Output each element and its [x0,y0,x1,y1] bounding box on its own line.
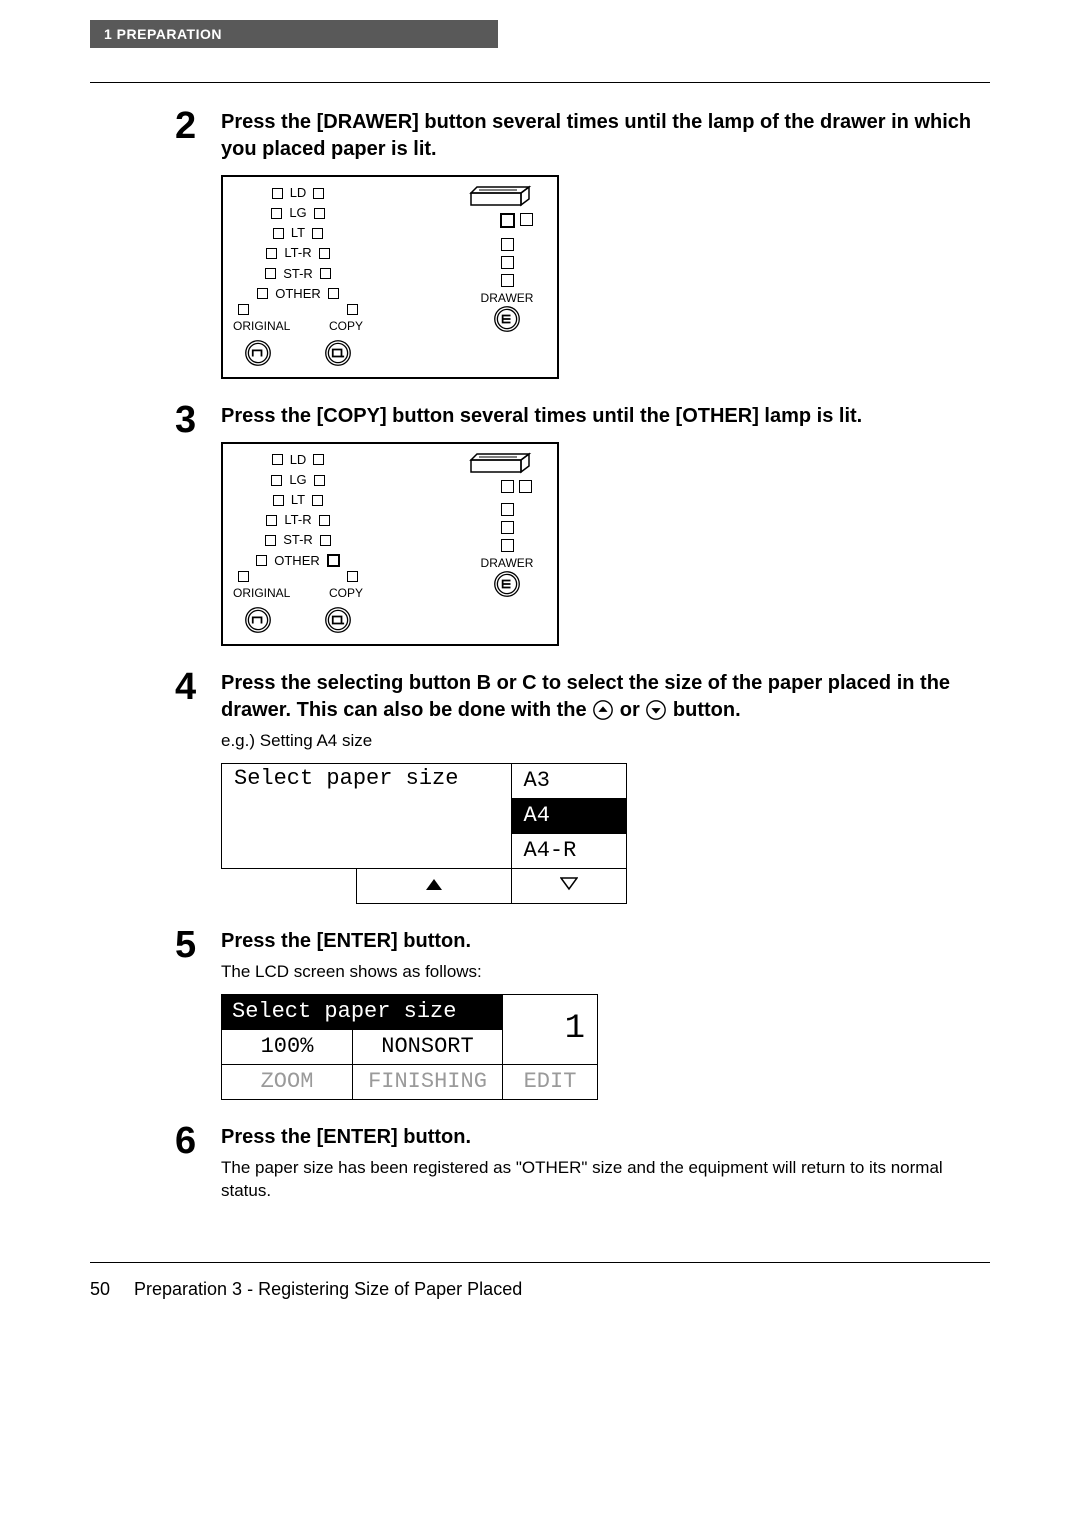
step-title: Press the [COPY] button several times un… [221,403,990,430]
step-4: 4 Press the selecting button B or C to s… [90,668,990,904]
step-number: 6 [175,1122,221,1160]
top-rule [90,82,990,83]
size-label: LT-R [284,243,311,263]
lcd-up-arrow-icon [356,868,511,903]
step-number: 3 [175,401,221,439]
original-button-icon [244,606,272,634]
step-title: Press the selecting button B or C to sel… [221,670,990,724]
copy-button-icon [324,339,352,367]
step-title: Press the [ENTER] button. [221,1124,990,1151]
drawer-button-icon [493,570,521,598]
size-label: LG [289,203,306,223]
footer-text: Preparation 3 - Registering Size of Pape… [134,1279,522,1300]
size-label: ST-R [283,530,313,550]
lcd-zoom-value: 100% [222,1029,353,1064]
step-3: 3 Press the [COPY] button several times … [90,401,990,646]
original-label: ORIGINAL [233,586,290,600]
lcd-down-arrow-icon [511,868,626,903]
step-subtext: e.g.) Setting A4 size [221,730,990,753]
lcd-title: Select paper size [222,763,512,868]
drawer-label: DRAWER [481,556,534,570]
size-label: LT-R [284,510,311,530]
step-subtext: The paper size has been registered as "O… [221,1157,990,1203]
original-label: ORIGINAL [233,319,290,333]
control-panel-diagram: LD LG LT LT-R ST-R OTHER ORIGINAL COPY [221,442,990,646]
size-label: LD [290,450,307,470]
lcd-screen: Select paper size 1 100% NONSORT ZOOM FI… [221,994,598,1100]
copy-label: COPY [329,586,363,600]
step-subtext: The LCD screen shows as follows: [221,961,990,984]
lcd-edit-label: EDIT [503,1064,598,1099]
page-number: 50 [90,1279,118,1300]
step-number: 5 [175,926,221,964]
lcd-title: Select paper size [222,994,503,1029]
header-tab: 1 PREPARATION [90,20,498,48]
step-6: 6 Press the [ENTER] button. The paper si… [90,1122,990,1203]
drawer-label: DRAWER [481,291,534,305]
size-label: OTHER [274,551,320,571]
step-2: 2 Press the [DRAWER] button several time… [90,107,990,379]
printer-icon [467,450,547,478]
step-number: 4 [175,668,221,706]
size-label: LG [289,470,306,490]
page-footer: 50 Preparation 3 - Registering Size of P… [90,1262,990,1300]
lcd-option-selected: A4 [511,798,626,833]
lcd-zoom-label: ZOOM [222,1064,353,1099]
size-label: LD [290,183,307,203]
printer-icon [467,183,547,211]
lcd-sort-value: NONSORT [353,1029,503,1064]
up-arrow-circle-icon [592,699,614,721]
size-label: LT [291,490,305,510]
size-label: LT [291,223,305,243]
original-button-icon [244,339,272,367]
down-arrow-circle-icon [645,699,667,721]
lcd-option: A3 [511,763,626,798]
size-label: ST-R [283,264,313,284]
lcd-finishing-label: FINISHING [353,1064,503,1099]
drawer-button-icon [493,305,521,333]
lcd-screen: Select paper size A3 A4 A4-R [221,763,627,904]
control-panel-diagram: LD LG LT LT-R ST-R OTHER ORIGINAL COPY [221,175,990,379]
step-5: 5 Press the [ENTER] button. The LCD scre… [90,926,990,1100]
copy-button-icon [324,606,352,634]
size-label: OTHER [275,284,321,304]
lcd-option: A4-R [511,833,626,868]
step-title: Press the [ENTER] button. [221,928,990,955]
step-number: 2 [175,107,221,145]
copy-label: COPY [329,319,363,333]
step-title: Press the [DRAWER] button several times … [221,109,990,163]
lcd-count: 1 [503,994,598,1064]
